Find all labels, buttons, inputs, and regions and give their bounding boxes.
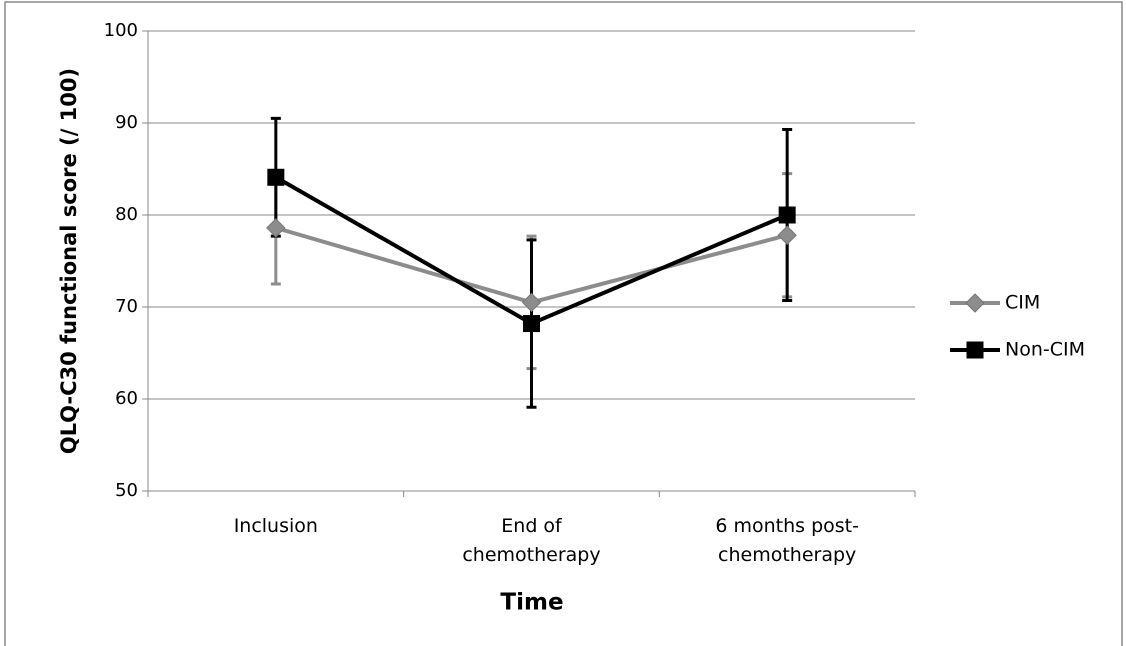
y-tick-label: 50 [115,480,138,501]
point [521,292,542,313]
point [523,315,540,333]
legend-label: CIM [1005,292,1040,314]
legend-marker [966,341,984,359]
y-axis-title: QLQ-C30 functional score (/ 100) [57,68,81,454]
y-tick-label: 70 [115,296,138,317]
x-tick-label: End of chemotherapy [462,515,601,566]
y-tick-label: 100 [104,20,138,41]
x-tick-label: 6 months post-chemotherapy [715,515,859,566]
x-axis-title: Time [500,590,563,616]
y-tick-label: 60 [115,388,138,409]
y-tick-label: 80 [115,204,138,225]
legend-marker [965,293,985,313]
point [267,168,285,186]
point [777,225,797,245]
y-tick-label: 90 [115,112,138,133]
point [266,218,286,238]
legend-label: Non-CIM [1005,339,1085,361]
x-tick-label: Inclusion [233,515,318,537]
frame [4,1,1123,646]
point [778,206,796,224]
